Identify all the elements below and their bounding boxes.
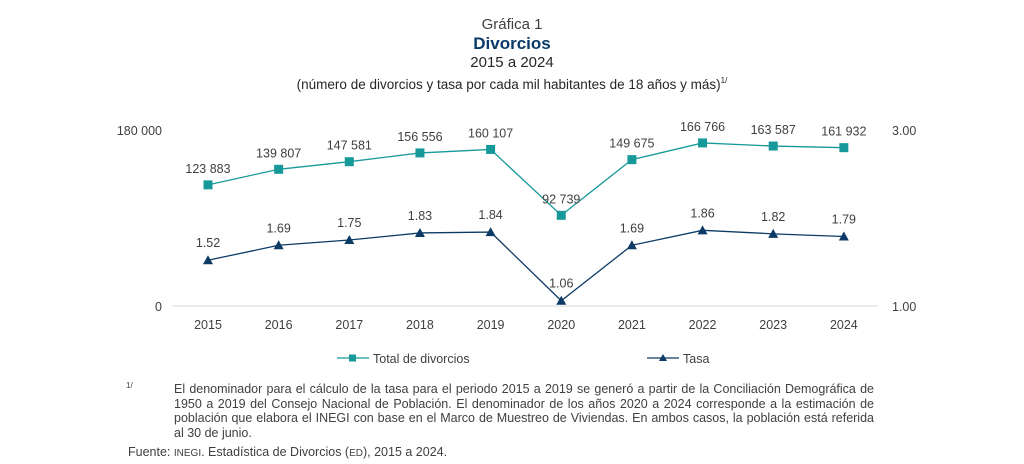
chart-subtitle: (número de divorcios y tasa por cada mil… — [0, 72, 1024, 93]
data-label-total: 92 739 — [542, 192, 580, 206]
chart-header: Gráfica 1 Divorcios 2015 a 2024 (número … — [0, 16, 1024, 93]
data-label-tasa: 1.79 — [832, 212, 856, 226]
data-label-total: 139 807 — [256, 146, 301, 160]
data-point-total — [627, 155, 637, 165]
x-axis-tick-label: 2017 — [335, 318, 363, 332]
legend-label-total: Total de divorcios — [373, 352, 470, 366]
axes: 0 180 000 1.00 3.00 2015 2016 2017 2018 2019 2020… — [117, 124, 917, 332]
data-point-tasa — [485, 227, 496, 237]
data-label-tasa: 1.86 — [690, 206, 714, 220]
data-label-total: 161 932 — [821, 125, 866, 139]
x-axis-tick-label: 2021 — [618, 318, 646, 332]
data-label-tasa: 1.82 — [761, 210, 785, 224]
source-line: Fuente: INEGI. Estadística de Divorcios … — [128, 445, 447, 461]
data-label-total: 156 556 — [397, 130, 442, 144]
data-label-total: 147 581 — [327, 139, 372, 153]
data-label-tasa: 1.69 — [266, 221, 290, 235]
chart-subtitle-text: (número de divorcios y tasa por cada mil… — [296, 77, 721, 92]
source-label: Fuente: — [128, 445, 171, 459]
data-point-total — [486, 144, 496, 154]
data-label-total: 160 107 — [468, 126, 513, 140]
chart-subtitle-footnote-ref: 1/ — [720, 76, 728, 85]
data-point-tasa — [414, 227, 425, 237]
series-total-divorcios: 123 883 139 807 147 581 156 556 160 107 92 73… — [185, 120, 866, 220]
series-tasa: 1.52 1.69 1.75 1.83 1.84 1.06 1.69 1.86 1.82 1.79 — [196, 206, 856, 305]
data-point-tasa — [838, 231, 849, 241]
x-axis-tick-label: 2020 — [547, 318, 575, 332]
data-label-tasa: 1.06 — [549, 277, 573, 291]
legend-label-tasa: Tasa — [683, 352, 709, 366]
data-label-total: 166 766 — [680, 120, 725, 134]
data-point-total — [556, 210, 566, 220]
data-point-total — [203, 180, 213, 190]
data-point-tasa — [273, 240, 284, 250]
data-point-tasa — [203, 255, 213, 265]
data-label-tasa: 1.83 — [408, 209, 432, 223]
series-line-tasa — [207, 229, 844, 302]
data-label-tasa: 1.75 — [337, 216, 361, 230]
x-axis-tick-label: 2015 — [194, 318, 222, 332]
right-axis-tick: 3.00 — [892, 124, 916, 138]
source-end: ), 2015 a 2024. — [362, 445, 448, 459]
x-axis-tick-label: 2019 — [477, 318, 505, 332]
data-point-tasa — [556, 295, 567, 305]
x-axis-tick-label: 2022 — [689, 318, 717, 332]
data-point-total — [415, 148, 425, 158]
data-point-total — [839, 143, 849, 153]
chart-period: 2015 a 2024 — [470, 54, 554, 71]
left-axis-tick: 0 — [155, 300, 162, 314]
chart-number-label: Gráfica 1 — [481, 16, 543, 33]
data-point-tasa — [697, 225, 708, 235]
source-org: INEGI — [173, 448, 202, 459]
data-point-total — [768, 141, 778, 151]
data-label-total: 149 675 — [609, 137, 654, 151]
data-point-total — [698, 138, 708, 148]
data-point-tasa — [626, 240, 637, 250]
source-abbr: ED — [349, 448, 363, 459]
data-label-total: 123 883 — [185, 162, 230, 176]
data-point-tasa — [344, 235, 355, 244]
source-text: . Estadística de Divorcios ( — [201, 445, 350, 459]
data-point-tasa — [768, 228, 779, 238]
data-label-tasa: 1.69 — [620, 221, 644, 235]
right-axis-tick: 1.00 — [892, 300, 916, 314]
footnote-mark: 1/ — [126, 381, 133, 390]
data-label-total: 163 587 — [751, 123, 796, 137]
data-point-total — [344, 157, 354, 167]
x-axis-tick-label: 2016 — [265, 318, 293, 332]
data-label-tasa: 1.52 — [196, 236, 220, 250]
series-line-total — [207, 142, 844, 217]
data-label-tasa: 1.84 — [478, 208, 502, 222]
legend: Total de divorcios Tasa — [337, 352, 709, 366]
data-point-total — [274, 164, 284, 174]
left-axis-tick: 180 000 — [117, 124, 162, 138]
x-axis-tick-label: 2024 — [830, 318, 858, 332]
footnote-text: El denominador para el cálculo de la tas… — [174, 382, 874, 440]
x-axis-tick-label: 2023 — [759, 318, 787, 332]
x-axis-tick-label: 2018 — [406, 318, 434, 332]
line-chart: 0 180 000 1.00 3.00 2015 2016 2017 2018 2019 2020… — [117, 120, 917, 366]
legend-marker-total — [349, 354, 356, 362]
legend-marker-tasa — [659, 354, 667, 361]
chart-title: Divorcios — [473, 34, 551, 53]
